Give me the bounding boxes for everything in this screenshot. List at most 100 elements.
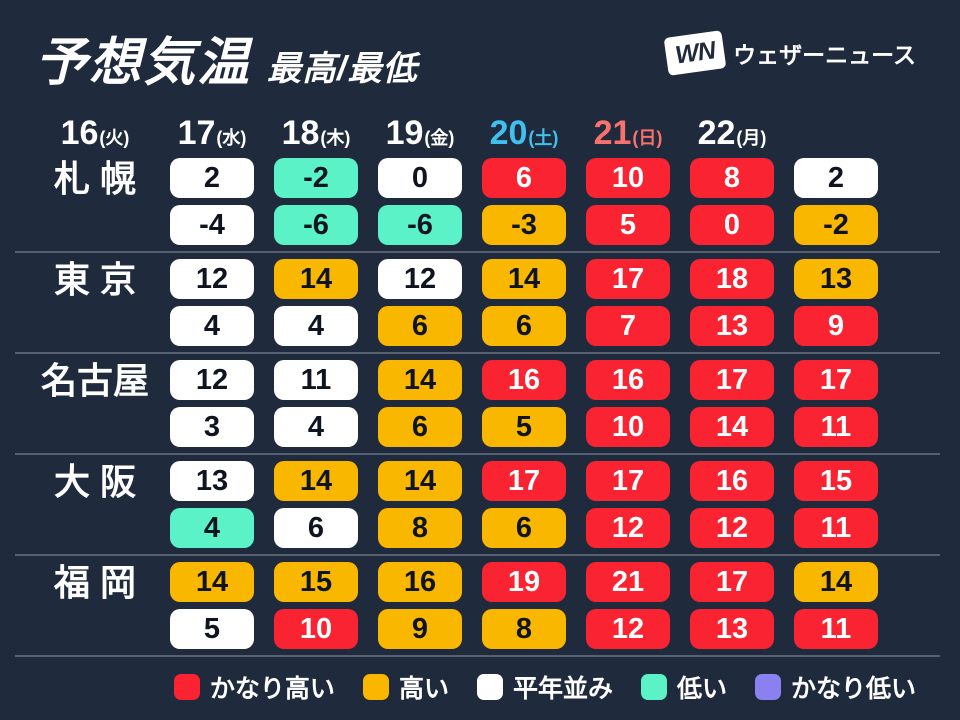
temp-column: 0 -6 (368, 158, 472, 245)
legend-swatch (362, 674, 389, 700)
legend-label: 平年並み (512, 675, 613, 703)
low-temp-cell: 10 (274, 609, 358, 649)
high-temp-cell: 17 (690, 562, 774, 602)
legend-swatch (640, 674, 667, 700)
temp-column: 13 9 (784, 259, 888, 346)
high-temp-cell: 0 (378, 158, 462, 198)
high-temp-cell: -2 (274, 158, 358, 198)
low-temp-cell: 9 (794, 306, 878, 346)
temp-column: 17 13 (680, 562, 784, 649)
low-temp-cell: 13 (690, 609, 774, 649)
low-temp-cell: 13 (690, 306, 774, 346)
low-temp-cell: 12 (690, 508, 774, 548)
city-name: 大 阪 (53, 461, 136, 502)
date-weekday: (日) (632, 128, 663, 148)
date-day: 21 (593, 114, 632, 152)
high-temp-cell: 16 (482, 360, 566, 400)
city-name: 名古屋 (40, 360, 149, 401)
date-header-cell: 21 (日) (576, 116, 680, 152)
legend-item: 低い (640, 669, 727, 705)
temp-column: 21 12 (576, 562, 680, 649)
temp-column: 16 10 (576, 360, 680, 447)
temp-column: 15 11 (784, 461, 888, 548)
date-day: 19 (385, 114, 424, 152)
date-weekday: (木) (320, 128, 351, 148)
temp-column: 12 4 (160, 259, 264, 346)
date-weekday: (月) (736, 128, 767, 148)
legend-label: 高い (398, 675, 449, 703)
low-temp-cell: 4 (170, 306, 254, 346)
city-name: 東 京 (53, 259, 136, 300)
low-temp-cell: 11 (794, 407, 878, 447)
date-weekday: (金) (424, 128, 455, 148)
date-weekday: (水) (216, 128, 247, 148)
date-header-cell: 17 (水) (160, 116, 264, 152)
high-temp-cell: 17 (690, 360, 774, 400)
temp-column: 2 -4 (160, 158, 264, 245)
high-temp-cell: 16 (586, 360, 670, 400)
title-group: 予想気温 最高/最低 (35, 20, 920, 95)
high-temp-cell: 10 (586, 158, 670, 198)
date-header-cell: 16 (火) (30, 116, 160, 152)
legend-label: かなり低い (790, 675, 916, 703)
date-header-row: 16 (火) 17 (水) 18 (木) 19 (金) 20 (土) 21 (日) 22 (月) (15, 108, 940, 152)
high-temp-cell: 12 (378, 259, 462, 299)
high-temp-cell: 16 (690, 461, 774, 501)
high-temp-cell: 14 (274, 259, 358, 299)
low-temp-cell: 11 (794, 609, 878, 649)
high-temp-cell: 14 (170, 562, 254, 602)
temp-column: 12 3 (160, 360, 264, 447)
date-header-cell: 22 (月) (680, 116, 784, 152)
low-temp-cell: 5 (170, 609, 254, 649)
legend-item: かなり低い (754, 669, 916, 705)
date-day: 22 (697, 114, 736, 152)
low-temp-cell: 5 (586, 205, 670, 245)
temp-column: 19 8 (472, 562, 576, 649)
forecast-table: 札 幌 2 -4 -2 -6 0 -6 6 -3 10 5 8 0 2 -2 東 京 12 4 14 4 12 6 14 6 1… (15, 152, 940, 657)
low-temp-cell: 10 (586, 407, 670, 447)
logo-text: ウェザーニュース (733, 42, 916, 68)
temp-column: 14 5 (160, 562, 264, 649)
high-temp-cell: 2 (170, 158, 254, 198)
high-temp-cell: 21 (586, 562, 670, 602)
high-temp-cell: 14 (482, 259, 566, 299)
low-temp-cell: 14 (690, 407, 774, 447)
high-temp-cell: 17 (794, 360, 878, 400)
low-temp-cell: 6 (378, 306, 462, 346)
temp-column: 16 12 (680, 461, 784, 548)
temp-column: 14 6 (368, 360, 472, 447)
wn-logo-letters: WN (673, 35, 717, 70)
city-section: 大 阪 13 4 14 6 14 8 17 6 17 12 16 12 15 11 (15, 455, 940, 556)
date-day: 17 (177, 114, 216, 152)
high-temp-cell: 17 (482, 461, 566, 501)
high-temp-cell: 12 (170, 259, 254, 299)
temp-column: 16 9 (368, 562, 472, 649)
temp-column: 14 11 (784, 562, 888, 649)
temp-column: 18 13 (680, 259, 784, 346)
high-temp-cell: 15 (274, 562, 358, 602)
temp-column: 14 8 (368, 461, 472, 548)
high-temp-cell: 19 (482, 562, 566, 602)
legend-swatch (476, 674, 503, 700)
low-temp-cell: 4 (274, 306, 358, 346)
legend-item: 平年並み (476, 669, 613, 705)
low-temp-cell: 0 (690, 205, 774, 245)
low-temp-cell: 6 (482, 508, 566, 548)
low-temp-cell: 11 (794, 508, 878, 548)
low-temp-cell: -2 (794, 205, 878, 245)
high-temp-cell: 11 (274, 360, 358, 400)
low-temp-cell: 6 (274, 508, 358, 548)
low-temp-cell: 8 (482, 609, 566, 649)
temp-column: 12 6 (368, 259, 472, 346)
high-temp-cell: 14 (378, 461, 462, 501)
low-temp-cell: 9 (378, 609, 462, 649)
page-subtitle: 最高/最低 (267, 50, 418, 88)
temp-column: 17 6 (472, 461, 576, 548)
temp-column: 11 4 (264, 360, 368, 447)
high-temp-cell: 8 (690, 158, 774, 198)
low-temp-cell: 3 (170, 407, 254, 447)
legend-swatch (754, 674, 781, 700)
